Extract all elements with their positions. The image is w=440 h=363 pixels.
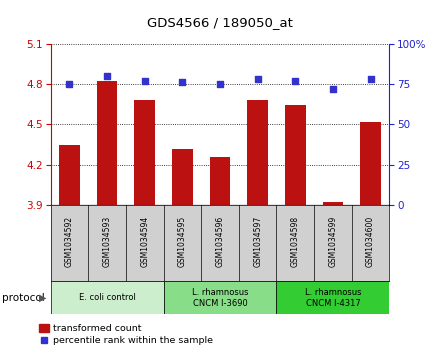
Point (292, 78, 299, 83)
Bar (134, 100, 155, 205)
Text: protocol: protocol (2, 293, 45, 303)
Text: GSM1034600: GSM1034600 (366, 216, 375, 267)
Text: L. rhamnosus
CNCM I-3690: L. rhamnosus CNCM I-3690 (192, 287, 248, 308)
Text: GSM1034592: GSM1034592 (65, 216, 74, 267)
Point (179, 79, 186, 85)
Text: ▶: ▶ (39, 293, 46, 303)
Bar (360, 122, 381, 205)
Point (103, 73, 110, 79)
Text: GSM1034599: GSM1034599 (328, 216, 337, 267)
Text: GSM1034595: GSM1034595 (178, 216, 187, 267)
Point (330, 86, 337, 92)
Text: GSM1034596: GSM1034596 (216, 216, 224, 267)
Bar (59, 144, 80, 205)
Text: GSM1034594: GSM1034594 (140, 216, 149, 267)
Bar (209, 157, 231, 205)
Bar (323, 203, 343, 205)
Text: GSM1034597: GSM1034597 (253, 216, 262, 267)
Bar (276, 281, 389, 314)
Bar (164, 281, 276, 314)
Point (216, 81, 224, 87)
Point (367, 76, 374, 82)
Text: GDS4566 / 189050_at: GDS4566 / 189050_at (147, 16, 293, 29)
Bar (97, 81, 117, 205)
Text: GSM1034593: GSM1034593 (103, 216, 112, 267)
Text: L. rhamnosus
CNCM I-4317: L. rhamnosus CNCM I-4317 (304, 287, 361, 308)
Point (66, 81, 73, 87)
Point (141, 78, 148, 83)
Bar (285, 106, 306, 205)
Bar (51, 281, 164, 314)
Bar (247, 100, 268, 205)
Text: E. coli control: E. coli control (79, 293, 136, 302)
Bar (172, 148, 193, 205)
Text: GSM1034598: GSM1034598 (291, 216, 300, 267)
Legend: transformed count, percentile rank within the sample: transformed count, percentile rank withi… (36, 321, 216, 349)
Point (254, 76, 261, 82)
